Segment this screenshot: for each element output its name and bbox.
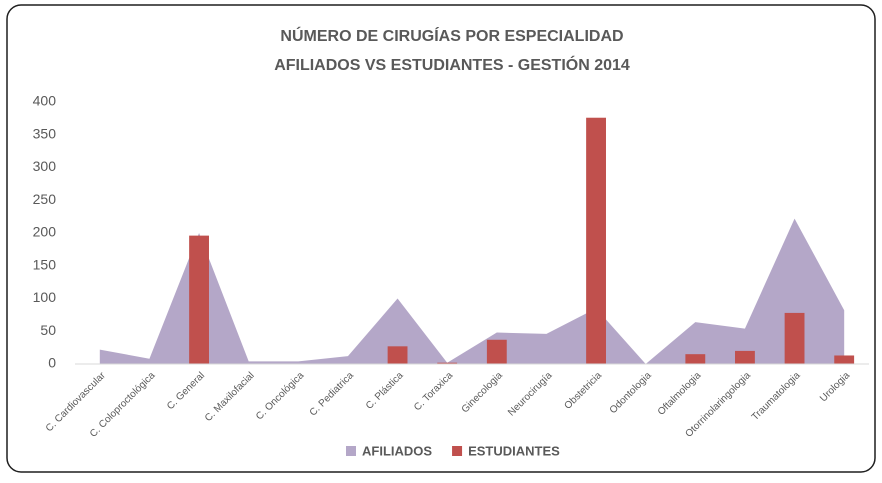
legend-label: AFILIADOS (362, 443, 432, 458)
chart-frame (6, 4, 876, 473)
legend-swatch (452, 446, 463, 456)
y-tick-label: 100 (33, 289, 57, 305)
y-tick-label: 400 (33, 93, 57, 109)
bar (784, 312, 805, 364)
chart-title: AFILIADOS VS ESTUDIANTES - GESTIÓN 2014 (274, 55, 630, 74)
y-tick-label: 50 (40, 322, 56, 338)
bar (586, 117, 606, 364)
bar (486, 339, 507, 364)
y-tick-label: 300 (33, 158, 57, 174)
legend-label: ESTUDIANTES (468, 443, 560, 458)
area (99, 218, 845, 364)
y-tick-label: 250 (33, 191, 57, 207)
legend-swatch (346, 446, 356, 456)
chart-title: NÚMERO DE CIRUGÍAS POR ESPECIALIDAD (280, 26, 623, 45)
y-tick-label: 0 (48, 355, 56, 371)
bar (685, 354, 706, 364)
bar (189, 235, 209, 364)
bar (735, 350, 755, 364)
bar (387, 346, 408, 364)
y-tick-label: 200 (33, 224, 57, 240)
y-tick-label: 150 (33, 256, 57, 272)
bar (437, 362, 458, 364)
bar (834, 355, 855, 364)
y-tick-label: 350 (33, 125, 57, 141)
